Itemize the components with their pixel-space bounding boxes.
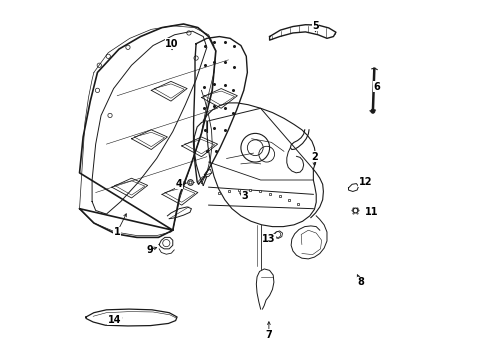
Text: 9: 9 [146, 245, 153, 255]
Text: 5: 5 [311, 21, 318, 31]
Text: 2: 2 [310, 152, 317, 162]
Text: 6: 6 [373, 82, 380, 92]
Text: 1: 1 [114, 227, 121, 237]
Text: 10: 10 [165, 39, 179, 49]
Text: 7: 7 [265, 330, 272, 340]
Text: 13: 13 [262, 234, 275, 244]
Text: 3: 3 [241, 191, 247, 201]
Text: 14: 14 [108, 315, 121, 325]
Text: 4: 4 [176, 179, 182, 189]
Circle shape [370, 109, 374, 113]
Text: 12: 12 [358, 177, 372, 187]
Text: 8: 8 [357, 277, 364, 287]
Text: 11: 11 [365, 207, 378, 217]
